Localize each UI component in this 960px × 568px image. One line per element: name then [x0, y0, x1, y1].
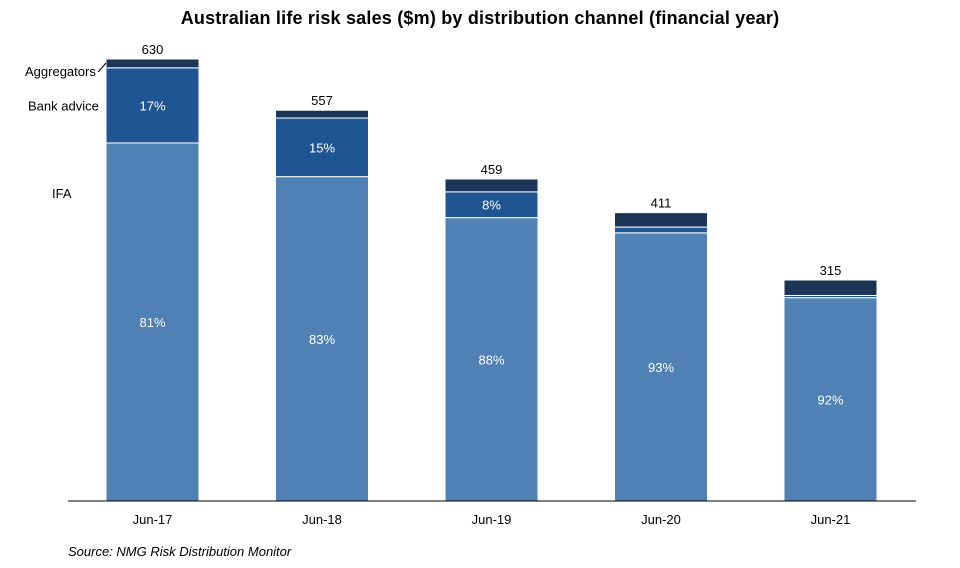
data-label-ifa-jun-21: 92% — [817, 392, 843, 407]
bars-group — [105, 58, 878, 502]
series-label-ifa: IFA — [52, 186, 72, 201]
data-label-ifa-jun-20: 93% — [648, 360, 674, 375]
x-tick-jun-19: Jun-19 — [472, 512, 512, 527]
bar-segment-bank-advice-jun-18 — [275, 117, 369, 178]
x-tick-jun-20: Jun-20 — [641, 512, 681, 527]
chart-source: Source: NMG Risk Distribution Monitor — [68, 544, 292, 559]
bar-segment-aggregators-jun-21 — [783, 279, 878, 296]
total-label-jun-21: 315 — [820, 263, 842, 278]
x-tick-jun-21: Jun-21 — [811, 512, 851, 527]
bar-segment-ifa-jun-21 — [783, 297, 878, 502]
x-tick-jun-18: Jun-18 — [302, 512, 342, 527]
bar-segment-ifa-jun-17 — [105, 142, 200, 502]
bar-segment-aggregators-jun-18 — [275, 109, 369, 119]
bar-segment-bank-advice-jun-20 — [614, 226, 708, 234]
x-tick-labels: Jun-17 Jun-18 Jun-19 Jun-20 Jun-21 — [133, 512, 851, 527]
bar-segment-ifa-jun-18 — [275, 176, 369, 502]
bar-segment-bank-advice-jun-17 — [105, 67, 200, 144]
data-label-bank-advice-jun-18: 15% — [309, 140, 335, 155]
chart-title: Australian life risk sales ($m) by distr… — [180, 8, 780, 28]
total-label-jun-20: 411 — [651, 196, 672, 211]
bar-segment-ifa-jun-20 — [614, 232, 708, 502]
series-label-aggregators: Aggregators — [25, 64, 96, 79]
series-label-bank-advice: Bank advice — [28, 98, 99, 113]
data-label-bank-advice-jun-19: 8% — [482, 198, 501, 213]
data-label-ifa-jun-17: 81% — [139, 315, 165, 330]
bar-segment-aggregators-jun-17 — [105, 58, 200, 69]
bar-segment-bank-advice-jun-19 — [444, 191, 539, 219]
aggregators-leader-line — [97, 62, 107, 73]
total-label-jun-19: 459 — [481, 162, 503, 177]
data-label-ifa-jun-19: 88% — [478, 352, 504, 367]
total-label-jun-18: 557 — [311, 93, 333, 108]
total-label-jun-17: 630 — [142, 42, 164, 57]
x-tick-jun-17: Jun-17 — [133, 512, 173, 527]
data-label-bank-advice-jun-17: 17% — [139, 98, 165, 113]
bar-segment-aggregators-jun-20 — [614, 212, 708, 228]
bar-segment-aggregators-jun-19 — [444, 178, 539, 193]
data-label-ifa-jun-18: 83% — [309, 332, 335, 347]
labels-group: 81% 17% 630 83% 15% 557 88% 8% 459 93% 411 92% 315 — [139, 42, 843, 407]
series-labels: IFA Bank advice Aggregators — [25, 62, 107, 201]
